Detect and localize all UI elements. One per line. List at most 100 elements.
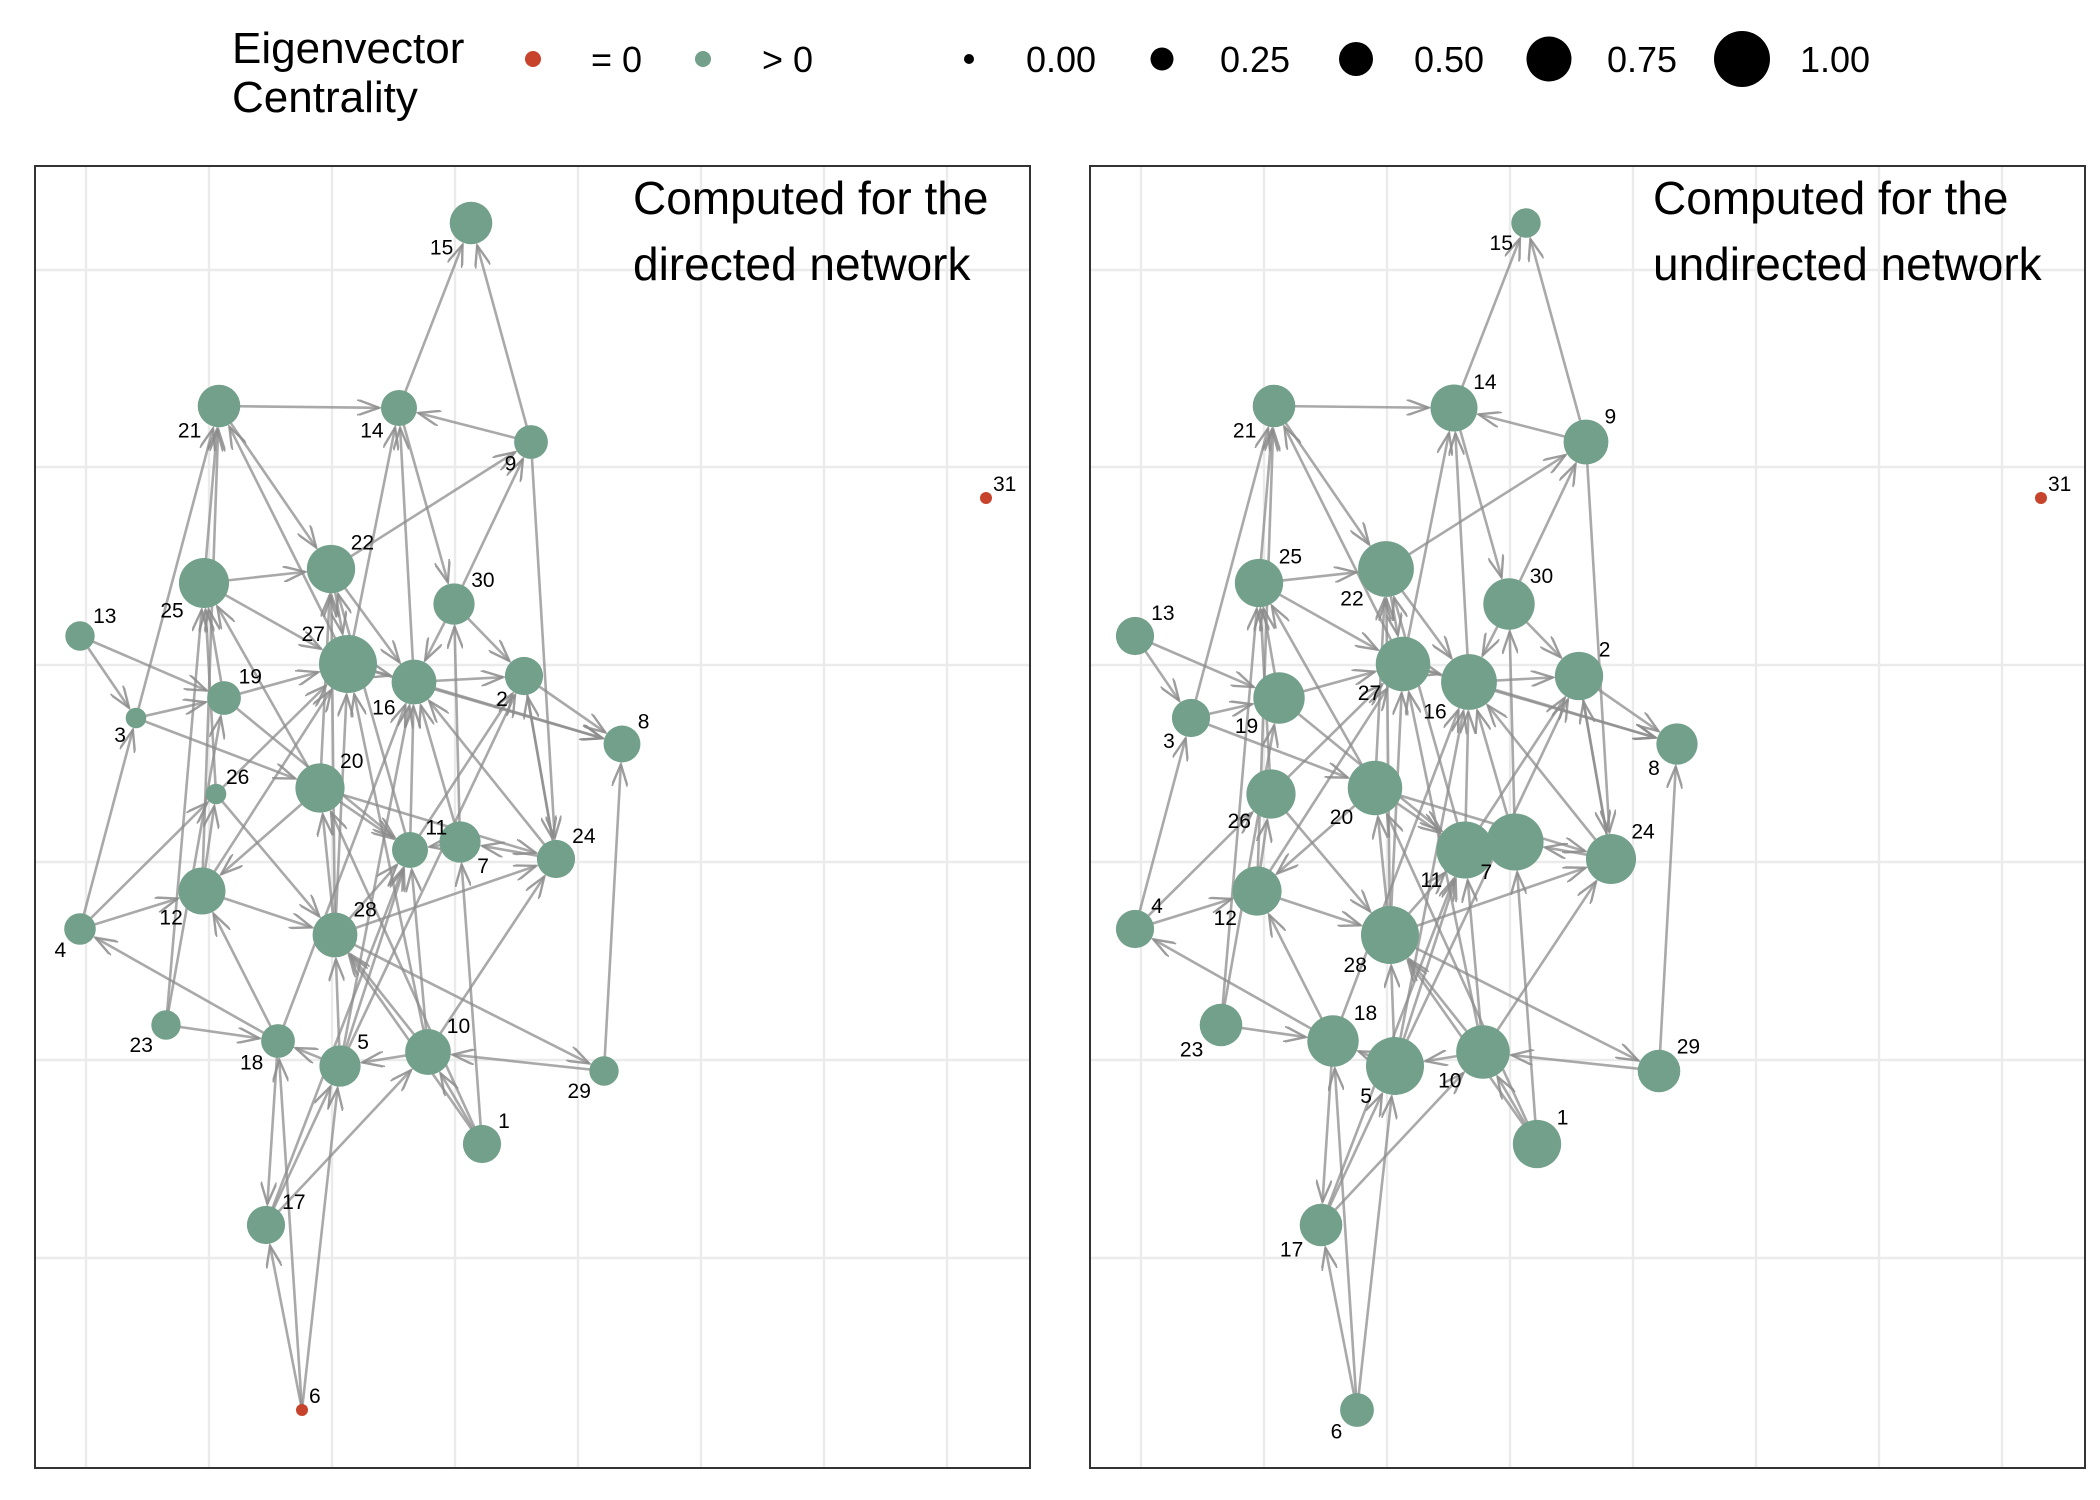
network-edge <box>455 627 460 843</box>
network-node <box>603 725 641 763</box>
network-edge <box>270 1246 304 1411</box>
network-node <box>1252 384 1296 428</box>
node-label: 27 <box>1358 682 1381 705</box>
network-node <box>312 912 358 958</box>
network-edge <box>330 452 515 571</box>
network-edge <box>267 1040 280 1204</box>
node-label: 19 <box>1235 715 1258 738</box>
network-node <box>246 1205 286 1245</box>
network-node <box>1486 813 1544 871</box>
network-edge <box>1393 700 1568 1067</box>
panel-title-line2: directed network <box>633 238 971 290</box>
network-edge <box>418 413 532 444</box>
network-edge <box>1374 786 1585 851</box>
node-label: 17 <box>282 1191 305 1214</box>
legend-size-label: 0.00 <box>1026 39 1096 80</box>
network-edge <box>134 429 213 719</box>
network-edge <box>400 428 416 683</box>
network-edge <box>1257 429 1272 584</box>
network-node <box>295 763 345 813</box>
network-edge <box>229 427 350 665</box>
node-label: 29 <box>568 1080 591 1103</box>
network-node <box>178 867 226 915</box>
panel-directed: 1234567891011121314151617181920212223242… <box>34 165 1031 1469</box>
node-label: 24 <box>572 825 596 848</box>
network-edge <box>1134 634 1254 687</box>
node-layer <box>64 201 992 1416</box>
node-label: 25 <box>1279 545 1302 568</box>
node-label: 8 <box>1648 757 1660 780</box>
network-node <box>319 1045 361 1087</box>
legend-color-key: = 0 > 0 <box>525 39 813 80</box>
network-node <box>1456 1025 1510 1079</box>
network-edge <box>408 694 512 851</box>
network-node <box>1375 636 1431 692</box>
node-label: 14 <box>360 419 384 442</box>
network-edge <box>1584 441 1609 832</box>
node-label: 2 <box>496 688 508 711</box>
node-label: 18 <box>1354 1002 1377 1025</box>
legend-color-swatch <box>525 51 541 67</box>
panel-title-line1: Computed for the <box>633 172 988 224</box>
node-label: 2 <box>1599 638 1611 661</box>
node-label: 19 <box>239 665 262 688</box>
edge-layer <box>1133 239 1676 1411</box>
network-edge <box>318 595 330 789</box>
node-label-layer: 1234567891011121314151617181920212223242… <box>54 237 1016 1408</box>
node-label: 23 <box>1180 1039 1203 1062</box>
legend-size-swatch <box>1339 42 1373 76</box>
network-node <box>1199 1003 1243 1047</box>
node-label: 3 <box>114 724 126 747</box>
network-edge <box>95 938 279 1043</box>
legend-color-swatch <box>695 51 711 67</box>
network-edge <box>79 803 207 930</box>
legend-color-label: > 0 <box>762 39 813 80</box>
network-node <box>261 1024 295 1058</box>
network-node <box>1430 384 1478 432</box>
network-edge <box>529 441 555 838</box>
legend-size-label: 0.75 <box>1607 39 1677 80</box>
network-edge <box>477 245 533 443</box>
node-label: 15 <box>430 237 453 260</box>
network-node <box>536 839 576 879</box>
network-node <box>1563 419 1609 465</box>
node-label: 28 <box>353 899 376 922</box>
network-edge <box>1455 433 1471 683</box>
network-node <box>433 583 475 625</box>
network-edge <box>338 706 409 1067</box>
network-node <box>1436 821 1494 879</box>
network-node <box>1115 616 1155 656</box>
network-node <box>391 659 437 705</box>
node-label: 28 <box>1344 954 1367 977</box>
node-label: 12 <box>159 906 182 929</box>
legend-title-line2: Centrality <box>232 73 418 122</box>
network-edge <box>300 1089 338 1411</box>
network-node <box>392 832 428 868</box>
node-label: 22 <box>351 531 374 554</box>
network-edge <box>453 1055 605 1073</box>
node-label: 4 <box>54 939 66 962</box>
node-label: 7 <box>477 855 489 878</box>
network-edge <box>1133 738 1186 930</box>
node-label: 3 <box>1163 730 1175 753</box>
network-node <box>1171 698 1211 738</box>
network-edge <box>1320 1073 1463 1226</box>
network-edge <box>1657 767 1676 1072</box>
network-edge <box>218 406 379 408</box>
node-label: 21 <box>1233 420 1256 443</box>
network-node <box>125 707 147 729</box>
network-edge <box>1488 705 1613 860</box>
network-edge <box>429 701 558 860</box>
panel-title-line1: Computed for the <box>1653 172 2008 224</box>
panel-border <box>34 165 1031 1469</box>
network-edge <box>164 610 202 1026</box>
node-label: 5 <box>1360 1085 1372 1108</box>
network-edge <box>1325 1248 1359 1411</box>
network-edge <box>217 405 316 547</box>
network-node <box>2035 492 2047 504</box>
network-edge <box>334 866 536 937</box>
network-node <box>1512 1119 1562 1169</box>
network-node <box>1511 208 1541 238</box>
node-label: 11 <box>425 817 447 840</box>
